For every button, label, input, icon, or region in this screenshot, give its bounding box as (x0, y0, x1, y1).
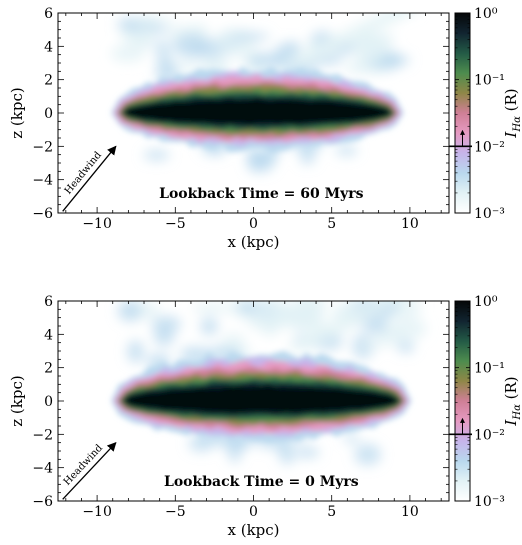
x-tick-label: 10 (401, 216, 419, 232)
x-tick-label: −10 (82, 216, 112, 232)
x-tick-label: −10 (82, 504, 112, 520)
y-tick-label: −2 (32, 139, 53, 155)
x-tick-label: 5 (327, 216, 336, 232)
wisp (117, 301, 142, 322)
wisp (132, 15, 175, 25)
x-tick-label: 0 (249, 216, 258, 232)
x-tick-label: 5 (327, 504, 336, 520)
y-tick-label: −2 (32, 427, 53, 443)
y-tick-label: 6 (44, 294, 53, 310)
wisp (230, 32, 271, 41)
wisp (200, 317, 218, 336)
colorbar-gradient (454, 12, 471, 214)
y-axis-label: z (kpc) (8, 375, 26, 426)
disk-layers (111, 350, 412, 443)
colorbar-gradient (454, 300, 471, 502)
disk-contour-8 (122, 385, 400, 414)
heatmap-image (58, 13, 449, 213)
y-tick-label: −4 (32, 461, 53, 477)
headwind-arrow (62, 145, 117, 212)
y-tick-label: 6 (44, 6, 53, 22)
headwind-arrow (62, 442, 117, 500)
y-tick-label: 2 (44, 361, 53, 377)
wisp (391, 317, 427, 340)
x-axis-label: x (kpc) (227, 233, 279, 251)
x-tick-label: −5 (165, 216, 186, 232)
y-tick-label: 0 (44, 106, 53, 122)
wisp (173, 33, 208, 58)
lookback-time-annotation: Lookback Time = 0 Myrs (164, 474, 359, 490)
colorbar: 10⁰ 10⁻¹ 10⁻² 10⁻³ IHα (R) (449, 6, 522, 222)
colorbar: 10⁰ 10⁻¹ 10⁻² 10⁻³ IHα (R) (449, 294, 522, 510)
colorbar-label: IHα (R) (502, 88, 522, 138)
colorbar-tick-label: 10⁻¹ (474, 73, 505, 89)
wisp (397, 340, 415, 353)
wisp (343, 433, 360, 443)
y-tick-label: 4 (44, 39, 53, 55)
wisp (127, 340, 144, 363)
y-axis-label: z (kpc) (8, 87, 26, 138)
x-tick-label: 10 (401, 504, 419, 520)
wisp (279, 444, 296, 465)
wisp (394, 13, 417, 16)
wisp (254, 151, 279, 163)
colorbar-tick-label: 10⁰ (474, 294, 498, 310)
y-tick-label: −4 (32, 173, 53, 189)
x-tick-label: 0 (249, 504, 258, 520)
y-tick-label: −6 (32, 494, 53, 510)
heatmap-image (58, 284, 449, 501)
wisp (153, 41, 172, 53)
wisp (143, 149, 170, 161)
y-tick-label: 2 (44, 73, 53, 89)
wisp (354, 443, 382, 466)
colorbar-tick-label: 10⁻³ (474, 494, 505, 510)
wisp (335, 145, 358, 156)
wisp (357, 340, 385, 349)
wisp (151, 316, 182, 333)
disk-layers (111, 66, 404, 153)
wisp (382, 55, 411, 66)
y-tick-label: 0 (44, 394, 53, 410)
y-tick-label: 4 (44, 327, 53, 343)
ticks (58, 12, 449, 214)
wisp (191, 302, 233, 314)
colorbar-label: IHα (R) (502, 376, 522, 426)
disk-contour-8 (122, 98, 393, 125)
wisp (389, 301, 406, 302)
colorbar-tick-label: 10⁻² (474, 427, 505, 443)
colorbar-tick-label: 10⁻¹ (474, 361, 505, 377)
lookback-time-annotation: Lookback Time = 60 Myrs (159, 186, 363, 202)
wisp (379, 13, 408, 21)
colorbar-tick-label: 10⁻³ (474, 206, 505, 222)
wisp (196, 59, 233, 70)
wisp (170, 61, 203, 71)
y-tick-label: −6 (32, 206, 53, 222)
wisp (252, 301, 292, 323)
wisp (282, 41, 302, 53)
x-axis-label: x (kpc) (227, 521, 279, 539)
wisp (395, 284, 423, 296)
colorbar-tick-label: 10⁻² (474, 139, 505, 155)
ticks (58, 300, 449, 502)
x-tick-label: −5 (165, 504, 186, 520)
wisp (371, 301, 400, 309)
colorbar-tick-label: 10⁰ (474, 6, 498, 22)
wisp (248, 52, 290, 68)
wisp (136, 26, 154, 50)
wisp (110, 45, 145, 63)
wisp (295, 446, 320, 459)
